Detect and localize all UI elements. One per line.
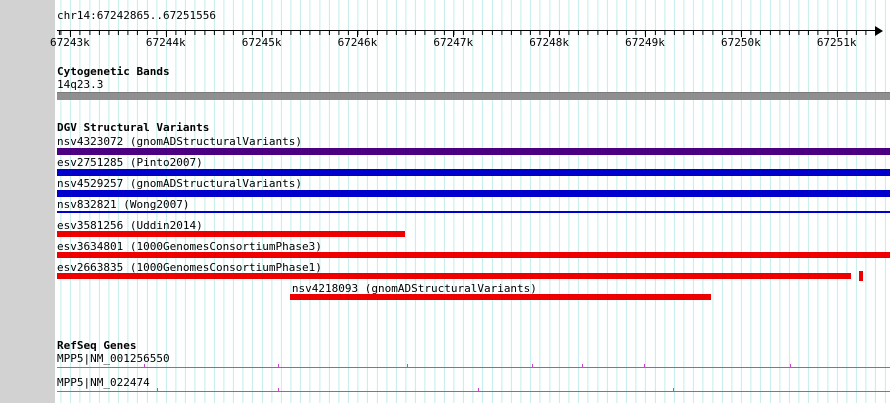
section-title-dgv: DGV Structural Variants (57, 121, 210, 134)
ruler-tick-label: 67248k (529, 36, 570, 49)
left-margin (0, 0, 55, 403)
variant-bar-nsv4323072[interactable] (57, 148, 890, 155)
section-title-cytobands: Cytogenetic Bands (57, 65, 170, 78)
exon-tick (581, 364, 583, 368)
ruler-tick (69, 31, 71, 37)
ruler-tick-label: 67247k (433, 36, 474, 49)
variant-end-tick (859, 271, 864, 281)
cytoband-bar[interactable] (57, 92, 890, 100)
gene-label: MPP5|NM_022474 (57, 376, 150, 389)
gene-model-MPP5|NM_001256550[interactable] (57, 367, 890, 368)
variant-bar-nsv832821[interactable] (57, 211, 890, 213)
variant-label: esv3581256 (Uddin2014) (57, 219, 203, 232)
region-position-label: chr14:67242865..67251556 (57, 9, 216, 22)
variant-bar-esv2751285[interactable] (57, 169, 890, 176)
variant-bar-esv3581256[interactable] (57, 231, 406, 237)
gene-model-MPP5|NM_022474[interactable] (57, 391, 890, 392)
ruler-minor-ticks (57, 31, 873, 35)
ruler-tick (645, 31, 646, 37)
exon-tick (477, 388, 479, 392)
exon-tick (277, 364, 279, 368)
variant-bar-esv2663835[interactable] (57, 273, 851, 279)
ruler-tick-label: 67250k (720, 36, 761, 49)
ruler-tick (453, 31, 455, 37)
exon-tick (406, 364, 408, 368)
variant-bar-nsv4218093[interactable] (290, 294, 711, 300)
ruler-tick (836, 31, 838, 37)
ruler-tick-label: 67244k (145, 36, 186, 49)
ruler-tick (261, 31, 263, 37)
exon-tick (156, 388, 158, 392)
ruler-tick-label: 67245k (241, 36, 282, 49)
ruler-tick-label: 67251k (816, 36, 857, 49)
exon-tick (277, 388, 279, 392)
ruler-tick-label: 67249k (625, 36, 665, 49)
gene-label: MPP5|NM_001256550 (57, 352, 170, 365)
variant-label: esv2751285 (Pinto2007) (57, 156, 203, 169)
variant-label: nsv832821 (Wong2007) (57, 198, 190, 211)
variant-label: esv3634801 (1000GenomesConsortiumPhase3) (57, 240, 322, 253)
ruler-tick (357, 31, 359, 37)
ruler-arrow-icon (875, 26, 883, 36)
cytoband-label: 14q23.3 (57, 78, 104, 91)
ruler-tick-label: 67246k (337, 36, 378, 49)
ruler-axis (57, 30, 875, 31)
variant-label: nsv4218093 (gnomADStructuralVariants) (291, 282, 537, 295)
section-title-refseq: RefSeq Genes (57, 339, 137, 352)
exon-tick (790, 364, 792, 368)
ruler-tick (740, 31, 742, 37)
ruler-tick (549, 31, 551, 37)
variant-label: nsv4529257 (gnomADStructuralVariants) (57, 177, 303, 190)
exon-tick (531, 364, 533, 368)
variant-bar-esv3634801[interactable] (57, 252, 890, 258)
ruler-tick (165, 31, 167, 37)
variant-label: nsv4323072 (gnomADStructuralVariants) (57, 135, 303, 148)
variant-label: esv2663835 (1000GenomesConsortiumPhase1) (57, 261, 322, 274)
track-area: chr14:67242865..67251556 67243k 67244k 672… (50, 0, 890, 403)
variant-bar-nsv4529257[interactable] (57, 190, 890, 197)
ruler-tick-label: 67243k (50, 36, 90, 49)
exon-tick (673, 388, 675, 392)
exon-tick (144, 364, 146, 368)
exon-tick (644, 364, 646, 368)
